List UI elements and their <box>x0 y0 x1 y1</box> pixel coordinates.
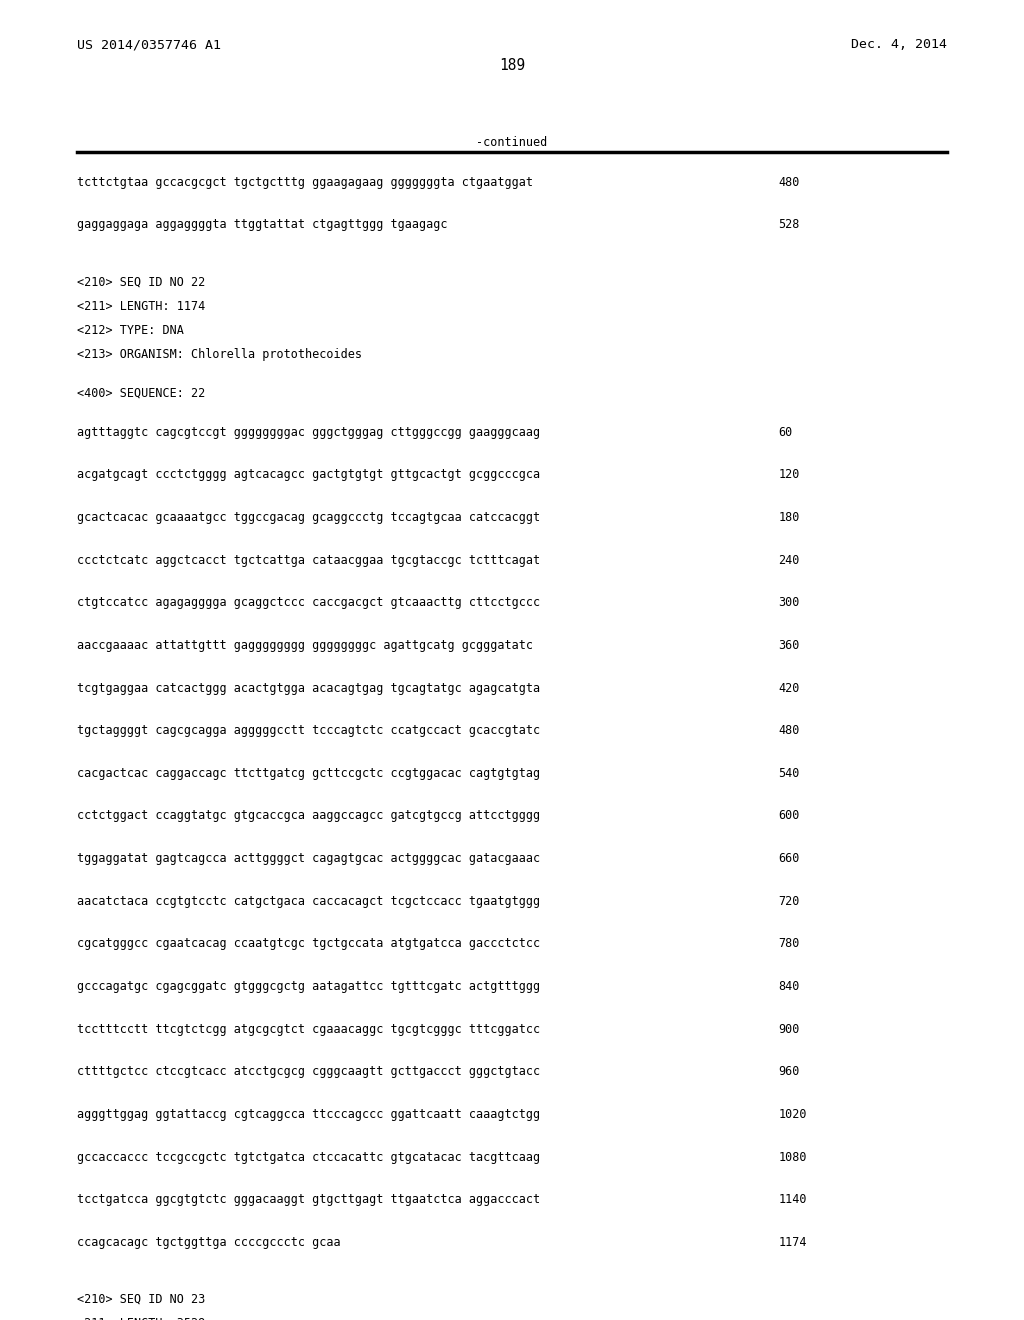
Text: tgctaggggt cagcgcagga agggggcctt tcccagtctc ccatgccact gcaccgtatc: tgctaggggt cagcgcagga agggggcctt tcccagt… <box>77 725 540 737</box>
Text: agtttaggtc cagcgtccgt ggggggggac gggctgggag cttgggccgg gaagggcaag: agtttaggtc cagcgtccgt ggggggggac gggctgg… <box>77 425 540 438</box>
Text: -continued: -continued <box>476 136 548 149</box>
Text: 780: 780 <box>778 937 800 950</box>
Text: aaccgaaaac attattgttt gagggggggg ggggggggc agattgcatg gcgggatatc: aaccgaaaac attattgttt gagggggggg ggggggg… <box>77 639 532 652</box>
Text: Dec. 4, 2014: Dec. 4, 2014 <box>851 38 947 51</box>
Text: 840: 840 <box>778 979 800 993</box>
Text: 1174: 1174 <box>778 1236 807 1249</box>
Text: 540: 540 <box>778 767 800 780</box>
Text: 60: 60 <box>778 425 793 438</box>
Text: tcttctgtaa gccacgcgct tgctgctttg ggaagagaag gggggggta ctgaatggat: tcttctgtaa gccacgcgct tgctgctttg ggaagag… <box>77 176 532 189</box>
Text: cctctggact ccaggtatgc gtgcaccgca aaggccagcc gatcgtgccg attcctgggg: cctctggact ccaggtatgc gtgcaccgca aaggcca… <box>77 809 540 822</box>
Text: 960: 960 <box>778 1065 800 1078</box>
Text: 1080: 1080 <box>778 1151 807 1163</box>
Text: <211> LENGTH: 3529: <211> LENGTH: 3529 <box>77 1317 205 1320</box>
Text: 420: 420 <box>778 681 800 694</box>
Text: <210> SEQ ID NO 22: <210> SEQ ID NO 22 <box>77 275 205 288</box>
Text: 600: 600 <box>778 809 800 822</box>
Text: tggaggatat gagtcagcca acttggggct cagagtgcac actggggcac gatacgaaac: tggaggatat gagtcagcca acttggggct cagagtg… <box>77 851 540 865</box>
Text: 1020: 1020 <box>778 1107 807 1121</box>
Text: ccctctcatc aggctcacct tgctcattga cataacggaa tgcgtaccgc tctttcagat: ccctctcatc aggctcacct tgctcattga cataacg… <box>77 553 540 566</box>
Text: 360: 360 <box>778 639 800 652</box>
Text: 189: 189 <box>499 58 525 73</box>
Text: 240: 240 <box>778 553 800 566</box>
Text: gcccagatgc cgagcggatc gtgggcgctg aatagattcc tgtttcgatc actgtttggg: gcccagatgc cgagcggatc gtgggcgctg aatagat… <box>77 979 540 993</box>
Text: 300: 300 <box>778 597 800 610</box>
Text: 528: 528 <box>778 218 800 231</box>
Text: 660: 660 <box>778 851 800 865</box>
Text: <400> SEQUENCE: 22: <400> SEQUENCE: 22 <box>77 387 205 400</box>
Text: gccaccaccc tccgccgctc tgtctgatca ctccacattc gtgcatacac tacgttcaag: gccaccaccc tccgccgctc tgtctgatca ctccaca… <box>77 1151 540 1163</box>
Text: cgcatgggcc cgaatcacag ccaatgtcgc tgctgccata atgtgatcca gaccctctcc: cgcatgggcc cgaatcacag ccaatgtcgc tgctgcc… <box>77 937 540 950</box>
Text: tcgtgaggaa catcactggg acactgtgga acacagtgag tgcagtatgc agagcatgta: tcgtgaggaa catcactggg acactgtgga acacagt… <box>77 681 540 694</box>
Text: 720: 720 <box>778 895 800 908</box>
Text: <213> ORGANISM: Chlorella protothecoides: <213> ORGANISM: Chlorella protothecoides <box>77 348 361 362</box>
Text: 480: 480 <box>778 725 800 737</box>
Text: 480: 480 <box>778 176 800 189</box>
Text: 900: 900 <box>778 1023 800 1036</box>
Text: acgatgcagt ccctctgggg agtcacagcc gactgtgtgt gttgcactgt gcggcccgca: acgatgcagt ccctctgggg agtcacagcc gactgtg… <box>77 469 540 482</box>
Text: <211> LENGTH: 1174: <211> LENGTH: 1174 <box>77 300 205 313</box>
Text: cttttgctcc ctccgtcacc atcctgcgcg cgggcaagtt gcttgaccct gggctgtacc: cttttgctcc ctccgtcacc atcctgcgcg cgggcaa… <box>77 1065 540 1078</box>
Text: <210> SEQ ID NO 23: <210> SEQ ID NO 23 <box>77 1292 205 1305</box>
Text: gcactcacac gcaaaatgcc tggccgacag gcaggccctg tccagtgcaa catccacggt: gcactcacac gcaaaatgcc tggccgacag gcaggcc… <box>77 511 540 524</box>
Text: ctgtccatcc agagagggga gcaggctccc caccgacgct gtcaaacttg cttcctgccc: ctgtccatcc agagagggga gcaggctccc caccgac… <box>77 597 540 610</box>
Text: aacatctaca ccgtgtcctc catgctgaca caccacagct tcgctccacc tgaatgtggg: aacatctaca ccgtgtcctc catgctgaca caccaca… <box>77 895 540 908</box>
Text: US 2014/0357746 A1: US 2014/0357746 A1 <box>77 38 221 51</box>
Text: 1140: 1140 <box>778 1193 807 1206</box>
Text: cacgactcac caggaccagc ttcttgatcg gcttccgctc ccgtggacac cagtgtgtag: cacgactcac caggaccagc ttcttgatcg gcttccg… <box>77 767 540 780</box>
Text: ccagcacagc tgctggttga ccccgccctc gcaa: ccagcacagc tgctggttga ccccgccctc gcaa <box>77 1236 340 1249</box>
Text: 180: 180 <box>778 511 800 524</box>
Text: 120: 120 <box>778 469 800 482</box>
Text: <212> TYPE: DNA: <212> TYPE: DNA <box>77 323 183 337</box>
Text: agggttggag ggtattaccg cgtcaggcca ttcccagccc ggattcaatt caaagtctgg: agggttggag ggtattaccg cgtcaggcca ttcccag… <box>77 1107 540 1121</box>
Text: tcctttcctt ttcgtctcgg atgcgcgtct cgaaacaggc tgcgtcgggc tttcggatcc: tcctttcctt ttcgtctcgg atgcgcgtct cgaaaca… <box>77 1023 540 1036</box>
Text: gaggaggaga aggaggggta ttggtattat ctgagttggg tgaagagc: gaggaggaga aggaggggta ttggtattat ctgagtt… <box>77 218 447 231</box>
Text: tcctgatcca ggcgtgtctc gggacaaggt gtgcttgagt ttgaatctca aggacccact: tcctgatcca ggcgtgtctc gggacaaggt gtgcttg… <box>77 1193 540 1206</box>
